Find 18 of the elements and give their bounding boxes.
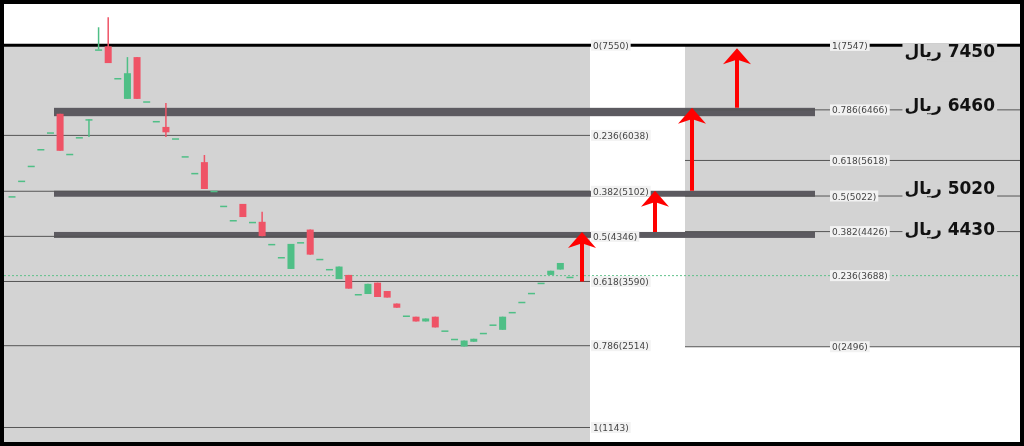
ref-line-label: 0.236(3688) bbox=[832, 271, 888, 282]
text: 5020 ریال bbox=[904, 177, 996, 198]
ref-line-label: 1(7547) bbox=[832, 40, 868, 51]
ref-line-label: 0.236(6038) bbox=[593, 130, 649, 141]
ref-line-label: 1(1143) bbox=[593, 423, 629, 433]
text: 6460 ریال bbox=[904, 94, 996, 115]
ref-line-label: 0.786(2514) bbox=[593, 341, 649, 352]
text: 4430 ریال bbox=[904, 218, 996, 239]
ref-line-label: 0(2496) bbox=[832, 342, 868, 353]
ref-line-label: 0.618(5618) bbox=[832, 155, 888, 166]
text: 7450 ریال bbox=[904, 41, 996, 62]
ref-line-label: 0.382(4426) bbox=[832, 227, 888, 238]
ref-line-label: 0(7550) bbox=[593, 40, 629, 51]
ref-line-label: 0.5(4346) bbox=[593, 231, 638, 242]
ref-line-label: 0.786(6466) bbox=[832, 105, 888, 116]
ref-line-label: 0.382(5102) bbox=[593, 186, 649, 197]
ref-line-label: 0.618(3590) bbox=[593, 276, 649, 287]
ref-line-label: 0.5(5022) bbox=[832, 191, 877, 202]
